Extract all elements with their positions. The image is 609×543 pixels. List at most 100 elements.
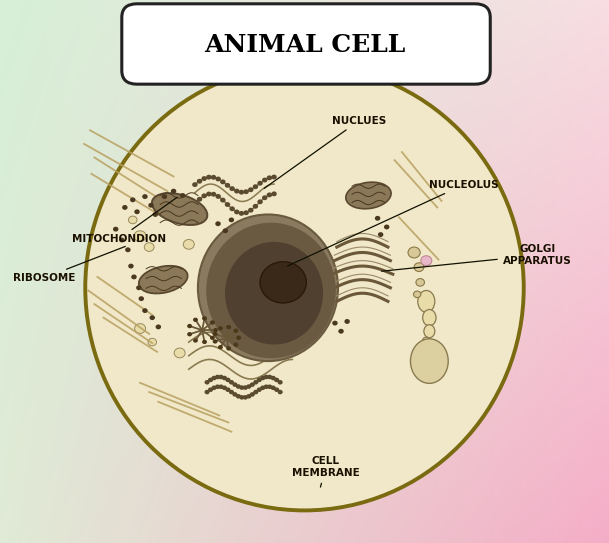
Circle shape bbox=[226, 346, 231, 351]
Circle shape bbox=[220, 179, 225, 184]
Circle shape bbox=[378, 232, 384, 237]
Circle shape bbox=[230, 206, 235, 211]
Circle shape bbox=[260, 386, 266, 390]
Circle shape bbox=[246, 394, 252, 399]
Circle shape bbox=[192, 182, 197, 187]
Circle shape bbox=[416, 279, 424, 286]
Circle shape bbox=[246, 384, 252, 389]
Circle shape bbox=[216, 222, 220, 226]
Circle shape bbox=[226, 325, 231, 329]
Circle shape bbox=[236, 394, 241, 399]
Circle shape bbox=[211, 192, 216, 197]
Circle shape bbox=[197, 179, 202, 184]
Circle shape bbox=[278, 380, 283, 384]
Circle shape bbox=[219, 384, 224, 389]
Circle shape bbox=[229, 390, 234, 394]
Circle shape bbox=[210, 336, 215, 340]
Ellipse shape bbox=[225, 242, 323, 345]
Circle shape bbox=[211, 376, 217, 380]
Circle shape bbox=[202, 316, 207, 320]
Circle shape bbox=[233, 382, 238, 387]
Circle shape bbox=[414, 291, 421, 298]
Circle shape bbox=[171, 189, 177, 194]
Ellipse shape bbox=[418, 291, 435, 312]
Circle shape bbox=[216, 194, 221, 199]
Circle shape bbox=[234, 210, 239, 214]
Circle shape bbox=[260, 262, 306, 303]
Circle shape bbox=[421, 256, 432, 266]
Circle shape bbox=[130, 198, 135, 203]
Circle shape bbox=[218, 345, 223, 349]
Ellipse shape bbox=[422, 337, 431, 347]
Circle shape bbox=[253, 380, 258, 384]
Circle shape bbox=[222, 376, 227, 380]
Circle shape bbox=[122, 205, 128, 210]
Circle shape bbox=[339, 329, 343, 333]
Ellipse shape bbox=[198, 214, 338, 361]
Circle shape bbox=[202, 340, 207, 344]
Circle shape bbox=[262, 195, 267, 200]
Circle shape bbox=[205, 390, 209, 394]
Circle shape bbox=[156, 325, 161, 329]
Circle shape bbox=[135, 324, 146, 333]
Circle shape bbox=[233, 343, 238, 347]
Circle shape bbox=[152, 212, 158, 217]
Circle shape bbox=[239, 386, 244, 390]
Circle shape bbox=[236, 336, 241, 340]
Ellipse shape bbox=[423, 310, 436, 326]
Circle shape bbox=[239, 190, 244, 194]
Circle shape bbox=[183, 239, 194, 249]
Circle shape bbox=[180, 193, 185, 198]
Circle shape bbox=[197, 197, 202, 201]
Circle shape bbox=[270, 376, 276, 380]
Circle shape bbox=[206, 192, 211, 197]
Circle shape bbox=[134, 231, 146, 242]
Circle shape bbox=[234, 188, 239, 193]
Circle shape bbox=[215, 384, 220, 389]
Circle shape bbox=[384, 225, 390, 230]
Circle shape bbox=[222, 386, 227, 390]
Circle shape bbox=[113, 227, 118, 232]
Ellipse shape bbox=[85, 65, 524, 510]
Circle shape bbox=[150, 315, 155, 320]
Circle shape bbox=[267, 375, 272, 379]
Circle shape bbox=[274, 377, 279, 382]
Circle shape bbox=[250, 392, 255, 397]
Circle shape bbox=[213, 332, 217, 336]
Circle shape bbox=[258, 199, 263, 204]
Circle shape bbox=[253, 184, 258, 189]
Circle shape bbox=[257, 387, 262, 392]
Circle shape bbox=[144, 243, 154, 251]
Circle shape bbox=[219, 375, 224, 379]
Circle shape bbox=[264, 384, 269, 389]
Circle shape bbox=[225, 183, 230, 188]
Circle shape bbox=[272, 192, 276, 197]
Circle shape bbox=[244, 190, 249, 194]
Circle shape bbox=[223, 229, 228, 233]
Circle shape bbox=[270, 386, 276, 390]
Circle shape bbox=[233, 329, 238, 333]
Circle shape bbox=[274, 387, 279, 392]
Circle shape bbox=[149, 203, 153, 208]
Circle shape bbox=[128, 264, 134, 269]
Circle shape bbox=[267, 192, 272, 197]
Circle shape bbox=[148, 338, 157, 346]
Ellipse shape bbox=[206, 223, 336, 358]
Circle shape bbox=[230, 186, 235, 191]
Circle shape bbox=[213, 339, 217, 344]
Circle shape bbox=[260, 376, 266, 380]
Circle shape bbox=[208, 377, 213, 382]
Circle shape bbox=[193, 318, 198, 322]
Circle shape bbox=[143, 194, 147, 199]
Circle shape bbox=[193, 338, 198, 343]
Text: RIBOSOME: RIBOSOME bbox=[13, 247, 125, 283]
Circle shape bbox=[216, 176, 221, 181]
Text: GOLGI
APPARATUS: GOLGI APPARATUS bbox=[382, 244, 571, 271]
Circle shape bbox=[131, 275, 136, 280]
Circle shape bbox=[125, 248, 131, 252]
Circle shape bbox=[128, 216, 137, 224]
Circle shape bbox=[239, 395, 244, 400]
Circle shape bbox=[215, 375, 220, 379]
Circle shape bbox=[202, 193, 207, 198]
Text: CELL
MEMBRANE: CELL MEMBRANE bbox=[292, 456, 360, 487]
